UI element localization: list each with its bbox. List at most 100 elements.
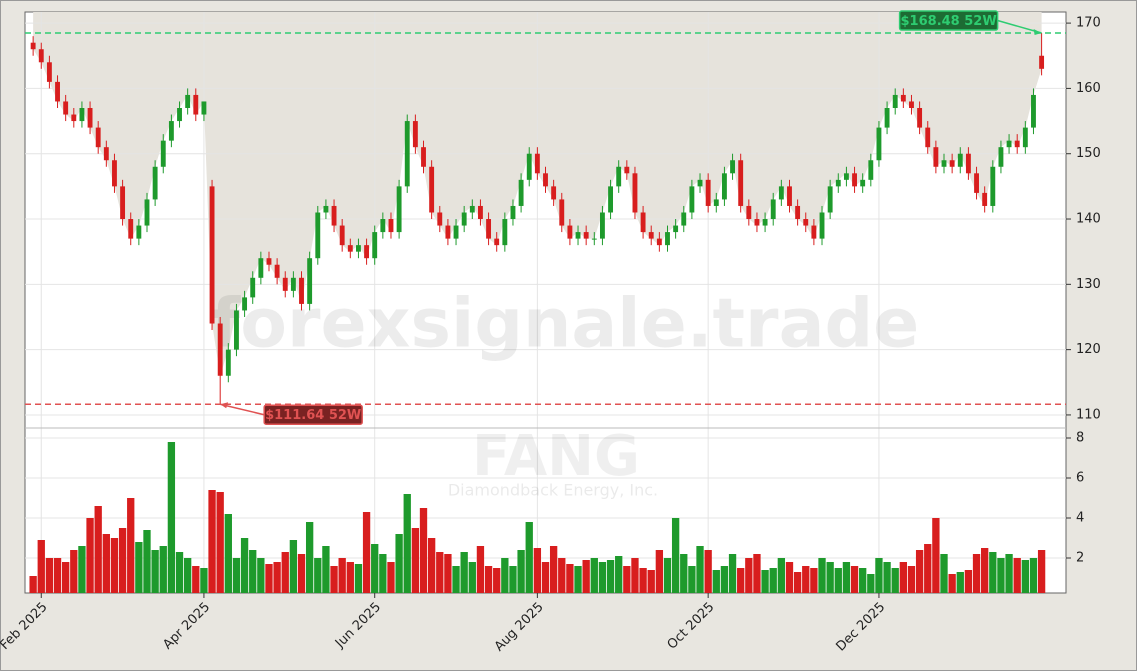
volume-bar	[818, 558, 826, 593]
volume-bar	[1021, 560, 1029, 593]
volume-bar	[655, 550, 664, 593]
volume-bar	[45, 558, 54, 593]
volume-bar	[728, 554, 737, 593]
candle-body	[957, 153, 963, 167]
y-tick-label: 8	[1076, 431, 1084, 446]
candle-body	[819, 212, 825, 239]
candle-body	[103, 147, 109, 161]
candle-body	[396, 186, 402, 233]
candle-body	[71, 114, 77, 122]
volume-bar	[509, 566, 517, 593]
candle-body	[510, 205, 516, 220]
candle-body	[518, 179, 524, 206]
candle-body	[925, 127, 931, 148]
arrow-head	[1033, 29, 1042, 36]
candle-body	[225, 349, 231, 376]
candle-body	[933, 147, 939, 167]
volume-bar	[289, 540, 298, 593]
volume-bar	[590, 558, 598, 593]
candle-body	[608, 186, 614, 213]
volume-bar	[175, 552, 184, 593]
candle-body	[404, 121, 410, 187]
volume-bar	[777, 558, 786, 593]
candle-body	[79, 108, 85, 122]
annotation-box	[898, 10, 999, 31]
candle-body	[502, 219, 508, 246]
volume-bar	[834, 568, 842, 593]
candle-body	[689, 186, 695, 213]
candle-body	[616, 166, 622, 187]
candle-body	[177, 108, 182, 122]
candle-body	[193, 94, 199, 115]
volume-bar	[395, 534, 403, 593]
volume-bar	[671, 518, 680, 593]
volume-bar	[810, 568, 818, 593]
candle-body	[242, 297, 248, 311]
volume-bar	[387, 562, 395, 593]
volume-bar	[70, 550, 78, 593]
volume-bar	[850, 566, 859, 593]
candle-body	[461, 212, 467, 226]
candle-body	[681, 212, 687, 226]
volume-bar	[118, 528, 127, 593]
volume-bar	[793, 572, 802, 593]
candle-body	[120, 186, 126, 220]
candle-body	[526, 153, 532, 180]
volume-bar	[224, 514, 232, 593]
candle-body	[827, 186, 833, 213]
volume-bar	[680, 554, 688, 593]
candle-body	[1006, 140, 1012, 148]
candle-body	[250, 277, 256, 298]
candle-body	[787, 186, 792, 206]
candle-body	[713, 199, 719, 206]
candle-body	[144, 199, 150, 226]
y-tick-label: 4	[1076, 511, 1084, 526]
candle-body	[868, 160, 874, 180]
candle-body	[632, 173, 638, 213]
volume-bar	[167, 442, 176, 593]
volume-bar	[745, 558, 753, 593]
candle-body	[884, 108, 890, 128]
candle-body	[892, 94, 898, 108]
candle-body	[453, 225, 459, 239]
candle-body	[673, 225, 679, 233]
volume-bar	[78, 546, 86, 593]
candle-body	[965, 153, 971, 174]
volume-bar	[737, 568, 745, 593]
candle-body	[665, 232, 670, 246]
volume-bar	[232, 558, 241, 593]
candle-body	[380, 219, 386, 233]
volume-bar	[541, 562, 550, 593]
arrow-head	[220, 402, 229, 409]
volume-bar	[305, 522, 314, 593]
volume-bar	[102, 534, 110, 593]
volume-bar	[452, 566, 460, 593]
candle-body	[721, 173, 727, 200]
volume-bar	[566, 564, 574, 593]
candle-body	[591, 238, 597, 240]
candle-body	[437, 212, 443, 226]
volume-bar	[981, 548, 989, 593]
volume-bar	[704, 550, 712, 593]
candle-body	[990, 166, 996, 206]
volume-bar	[842, 562, 851, 593]
volume-bar	[753, 554, 761, 593]
volume-bar	[696, 546, 704, 593]
volume-bar	[647, 570, 655, 593]
volume-bar	[1005, 554, 1013, 593]
annotation-label: $111.64 52W	[265, 408, 361, 423]
candle-body	[95, 127, 101, 148]
candle-body	[63, 101, 69, 115]
annotation-label: $168.48 52W	[901, 14, 997, 29]
volume-bar	[761, 570, 769, 593]
volume-bar	[891, 568, 899, 593]
volume-bar	[1037, 550, 1046, 593]
candle-body	[770, 199, 776, 220]
volume-bar	[525, 522, 533, 593]
volume-bar	[720, 566, 729, 593]
volume-bar	[932, 518, 940, 593]
candle-body	[209, 186, 215, 324]
y-tick-label: 130	[1076, 277, 1101, 292]
volume-bar	[558, 558, 566, 593]
